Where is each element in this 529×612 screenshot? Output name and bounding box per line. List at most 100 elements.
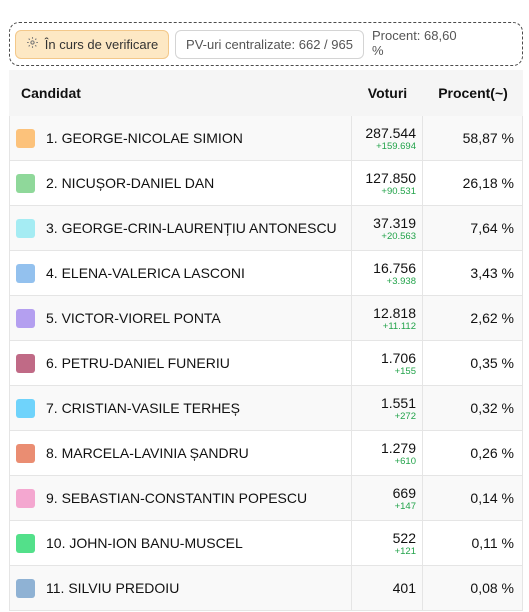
votes-cell: 287.544 +159.694 [352, 116, 423, 160]
votes-delta: +272 [394, 410, 416, 422]
results-table: Candidat Voturi Procent(~) 1. GEORGE-NIC… [9, 70, 523, 611]
percent-cell: 0,14 % [423, 476, 523, 520]
percent-cell: 58,87 % [423, 116, 523, 160]
percent-cell: 0,32 % [423, 386, 523, 430]
votes-value: 1.279 [380, 439, 416, 456]
percent-cell: 0,08 % [423, 566, 523, 610]
votes-value: 37.319 [373, 214, 416, 231]
candidate-color-swatch [16, 533, 35, 553]
votes-value: 16.756 [373, 259, 416, 276]
candidate-cell: 8. MARCELA-LAVINIA ȘANDRU [9, 431, 352, 475]
header-candidate[interactable]: Candidat [21, 85, 81, 101]
candidate-color-swatch [16, 173, 35, 193]
votes-value: 127.850 [365, 169, 416, 186]
candidate-cell: 4. ELENA-VALERICA LASCONI [9, 251, 352, 295]
candidate-cell: 3. GEORGE-CRIN-LAURENȚIU ANTONESCU [9, 206, 352, 250]
candidate-name: 1. GEORGE-NICOLAE SIMION [46, 130, 243, 146]
votes-value: 669 [392, 484, 416, 501]
candidate-name: 10. JOHN-ION BANU-MUSCEL [46, 535, 243, 551]
percent-value: 0,11 % [471, 535, 514, 551]
pv-label: PV-uri centralizate: 662 / 965 [186, 36, 353, 52]
votes-delta: +11.112 [382, 320, 416, 332]
table-row[interactable]: 10. JOHN-ION BANU-MUSCEL 522 +121 0,11 % [9, 521, 523, 566]
percent-label: Procent: 68,60 % [372, 27, 457, 58]
status-label: În curs de verificare [44, 36, 159, 52]
votes-cell: 16.756 +3.938 [352, 251, 423, 295]
candidate-cell: 5. VICTOR-VIOREL PONTA [9, 296, 352, 340]
candidate-color-swatch [16, 263, 35, 283]
candidate-name: 3. GEORGE-CRIN-LAURENȚIU ANTONESCU [46, 220, 337, 236]
votes-cell: 37.319 +20.563 [352, 206, 423, 250]
candidate-name: 4. ELENA-VALERICA LASCONI [46, 265, 245, 281]
votes-cell: 522 +121 [352, 521, 423, 565]
table-row[interactable]: 4. ELENA-VALERICA LASCONI 16.756 +3.938 3,4… [9, 251, 523, 296]
table-row[interactable]: 6. PETRU-DANIEL FUNERIU 1.706 +155 0,35 % [9, 341, 523, 386]
candidate-cell: 2. NICUȘOR-DANIEL DAN [9, 161, 352, 205]
percent-cell: 0,35 % [423, 341, 523, 385]
percent-value: 0,08 % [470, 580, 514, 596]
header-percent[interactable]: Procent(~) [438, 85, 508, 101]
table-row[interactable]: 9. SEBASTIAN-CONSTANTIN POPESCU 669 +147 0,… [9, 476, 523, 521]
candidate-cell: 10. JOHN-ION BANU-MUSCEL [9, 521, 352, 565]
percent-progress: Procent: 68,60 % [370, 27, 470, 59]
votes-delta: +3.938 [386, 275, 416, 287]
percent-value: 3,43 % [470, 265, 514, 281]
votes-delta: +610 [394, 455, 416, 467]
candidate-color-swatch [16, 578, 35, 598]
candidate-name: 9. SEBASTIAN-CONSTANTIN POPESCU [46, 490, 308, 506]
percent-value: 7,64 % [470, 220, 514, 236]
candidate-color-swatch [16, 398, 35, 418]
percent-value: 0,14 % [470, 490, 514, 506]
table-body: 1. GEORGE-NICOLAE SIMION 287.544 +159.694 5… [9, 116, 523, 611]
percent-cell: 2,62 % [423, 296, 523, 340]
votes-value: 12.818 [373, 304, 416, 321]
percent-value: 0,32 % [470, 400, 514, 416]
votes-cell: 401 [352, 566, 423, 610]
votes-delta: +20.563 [381, 230, 416, 242]
table-row[interactable]: 7. CRISTIAN-VASILE TERHEȘ 1.551 +272 0,32 % [9, 386, 523, 431]
gear-icon [26, 36, 39, 52]
candidate-color-swatch [16, 128, 35, 148]
table-row[interactable]: 11. SILVIU PREDOIU 401 0,08 % [9, 566, 523, 611]
votes-delta: +147 [394, 500, 416, 512]
percent-value: 58,87 % [462, 130, 514, 146]
votes-value: 1.551 [380, 394, 416, 411]
candidate-name: 11. SILVIU PREDOIU [46, 580, 180, 596]
candidate-name: 5. VICTOR-VIOREL PONTA [46, 310, 221, 326]
pv-count: PV-uri centralizate: 662 / 965 [175, 29, 364, 59]
votes-value: 287.544 [365, 124, 416, 141]
votes-cell: 127.850 +90.531 [352, 161, 423, 205]
candidate-name: 2. NICUȘOR-DANIEL DAN [46, 175, 215, 191]
table-row[interactable]: 2. NICUȘOR-DANIEL DAN 127.850 +90.531 26,18… [9, 161, 523, 206]
votes-cell: 1.279 +610 [352, 431, 423, 475]
candidate-name: 8. MARCELA-LAVINIA ȘANDRU [46, 445, 249, 461]
table-row[interactable]: 5. VICTOR-VIOREL PONTA 12.818 +11.112 2,62 … [9, 296, 523, 341]
candidate-color-swatch [16, 443, 35, 463]
table-row[interactable]: 8. MARCELA-LAVINIA ȘANDRU 1.279 +610 0,26 % [9, 431, 523, 476]
votes-delta: +155 [394, 365, 416, 377]
candidate-color-swatch [16, 308, 35, 328]
candidate-cell: 9. SEBASTIAN-CONSTANTIN POPESCU [9, 476, 352, 520]
table-row[interactable]: 1. GEORGE-NICOLAE SIMION 287.544 +159.694 5… [9, 116, 523, 161]
status-bar: În curs de verificare PV-uri centralizat… [9, 22, 523, 66]
votes-value: 522 [392, 529, 416, 546]
votes-delta: +159.694 [376, 140, 416, 152]
candidate-color-swatch [16, 353, 35, 373]
votes-value: 401 [392, 580, 416, 596]
votes-cell: 12.818 +11.112 [352, 296, 423, 340]
percent-cell: 3,43 % [423, 251, 523, 295]
percent-cell: 7,64 % [423, 206, 523, 250]
table-row[interactable]: 3. GEORGE-CRIN-LAURENȚIU ANTONESCU 37.319… [9, 206, 523, 251]
candidate-cell: 11. SILVIU PREDOIU [9, 566, 352, 610]
percent-value: 0,26 % [470, 445, 514, 461]
candidate-name: 6. PETRU-DANIEL FUNERIU [46, 355, 230, 371]
votes-cell: 1.706 +155 [352, 341, 423, 385]
votes-cell: 1.551 +272 [352, 386, 423, 430]
status-badge[interactable]: În curs de verificare [15, 29, 169, 59]
candidate-cell: 1. GEORGE-NICOLAE SIMION [9, 116, 352, 160]
percent-cell: 0,26 % [423, 431, 523, 475]
candidate-cell: 6. PETRU-DANIEL FUNERIU [9, 341, 352, 385]
votes-cell: 669 +147 [352, 476, 423, 520]
candidate-color-swatch [16, 488, 35, 508]
header-votes[interactable]: Voturi [367, 85, 408, 101]
